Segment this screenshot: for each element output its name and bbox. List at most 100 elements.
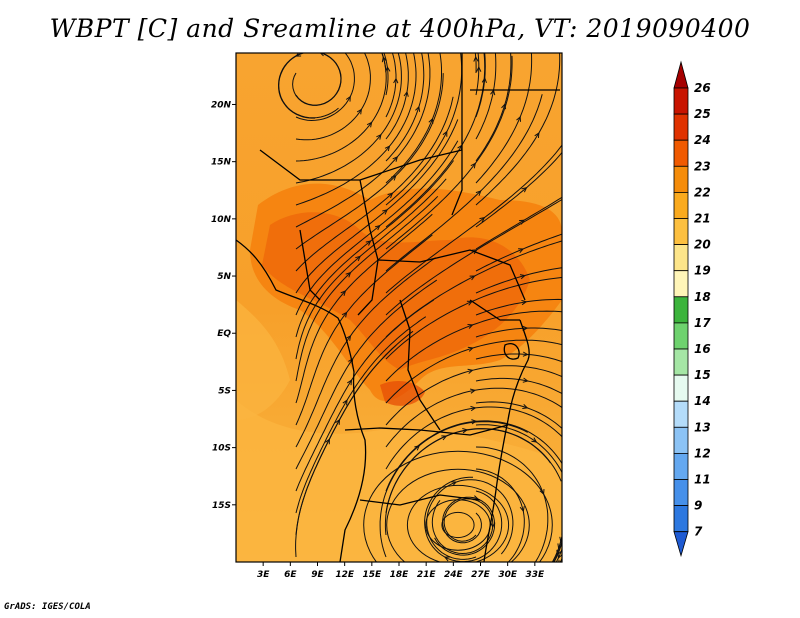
streamline-arrow (470, 162, 476, 169)
lon-tick-label: 18E (390, 570, 410, 580)
gyre-streamline (363, 450, 553, 562)
colorbar-box (673, 400, 689, 428)
streamline-arrow (521, 299, 528, 306)
streamline-arrow (475, 190, 482, 196)
colorbar-box (673, 218, 689, 246)
streamline-arrow (563, 95, 567, 100)
streamline (295, 234, 433, 426)
streamline-arrow (481, 76, 487, 83)
streamline (295, 160, 454, 338)
streamline (475, 151, 562, 228)
lon-tick-label: 6E (284, 570, 297, 580)
streamline-arrow (522, 404, 529, 409)
lat-tick-label: EQ (217, 329, 231, 339)
streamline-arrow (556, 549, 562, 556)
streamline-arrow (476, 66, 482, 72)
streamline (295, 53, 371, 141)
streamline-arrow (563, 480, 567, 485)
streamline (475, 53, 497, 140)
border-line-1 (299, 229, 321, 301)
map-panel (235, 52, 568, 563)
streamline (385, 406, 562, 470)
streamline (426, 479, 514, 560)
streamline (434, 496, 496, 556)
streamline (295, 53, 417, 206)
streamline-arrow (382, 209, 388, 215)
streamline (475, 53, 480, 96)
colorbar-level-label: 19 (694, 264, 711, 278)
colorbar-box (673, 452, 689, 480)
colorbar-max-triangle (673, 60, 689, 89)
colorbar-level-label: 9 (694, 499, 702, 513)
streamline (475, 53, 512, 162)
streamline (295, 53, 355, 122)
lon-tick-label: 15E (362, 570, 382, 580)
streamline (475, 233, 562, 272)
streamline-arrow (564, 495, 568, 500)
streamline (424, 476, 503, 562)
streamline (385, 94, 543, 272)
colorbar-level-label: 23 (694, 159, 711, 173)
map-title: WBPT [C] and Sreamline at 400hPa, VT: 20… (49, 14, 751, 43)
streamline-arrow (479, 216, 486, 223)
colorbar-level-label: 14 (694, 394, 711, 408)
streamline (475, 53, 533, 184)
streamline-arrow (521, 186, 528, 193)
streamline-arrow (365, 240, 372, 246)
country-borders (236, 53, 560, 562)
streamline-arrow (516, 115, 521, 122)
streamline-arrow (387, 192, 394, 199)
streamline (383, 53, 389, 96)
colorbar: 26 25 24 23 22 21 20 19 18 17 16 15 14 13 12 11 9 7 (673, 60, 711, 558)
colorbar-box (673, 165, 689, 193)
lon-tick-label: 24E (444, 570, 464, 580)
streamline-arrow (374, 224, 381, 231)
streamline (295, 140, 459, 316)
colorbar-level-label: 25 (694, 107, 711, 121)
colorbar-box (673, 113, 689, 141)
streamline (295, 316, 427, 514)
lat-tick-label: 20N (211, 100, 232, 110)
streamline (475, 327, 562, 338)
streamline-arrow (393, 77, 399, 84)
streamline (295, 344, 397, 558)
colorbar-box (673, 505, 689, 533)
streamline-arrow (531, 437, 538, 443)
lon-tick-label: 3E (257, 570, 270, 580)
streamline-arrow (471, 419, 478, 425)
streamline (385, 365, 562, 426)
streamline (475, 267, 562, 294)
streamline-arrow (345, 334, 352, 341)
streamline-arrow (356, 108, 363, 115)
streamline-arrow (467, 346, 474, 352)
streamline-arrow (345, 271, 352, 278)
streamline (385, 276, 562, 360)
streamline (431, 498, 494, 555)
streamline (295, 279, 438, 470)
streamline (295, 299, 435, 492)
colorbar-box (673, 139, 689, 167)
streamline (475, 377, 562, 395)
streamline-arrow (469, 275, 476, 281)
streamline (564, 488, 567, 500)
gyre-streamline (406, 484, 510, 562)
streamline (475, 298, 562, 316)
streamline-arrow (384, 145, 391, 152)
streamline-arrow (557, 552, 562, 560)
colorbar-level-label: 26 (694, 81, 711, 95)
colorbar-box (673, 87, 689, 115)
streamline-arrow (522, 377, 529, 383)
grads-credit: GrADS: IGES/COLA (4, 602, 91, 612)
shade-region-21-west (236, 300, 290, 420)
lon-tick-label: 33E (525, 570, 545, 580)
colorbar-box (673, 270, 689, 298)
lon-tick-label: 30E (498, 570, 518, 580)
streamline (551, 533, 562, 562)
streamline-arrow (564, 61, 568, 66)
latitude-axis: 20N 15N 10N 5N EQ 5S 10S 15S (211, 100, 236, 511)
streamline (385, 55, 513, 250)
streamline (474, 53, 477, 74)
border-line-5 (399, 299, 441, 431)
streamline-arrow (342, 399, 348, 406)
streamline-arrow (392, 156, 399, 162)
